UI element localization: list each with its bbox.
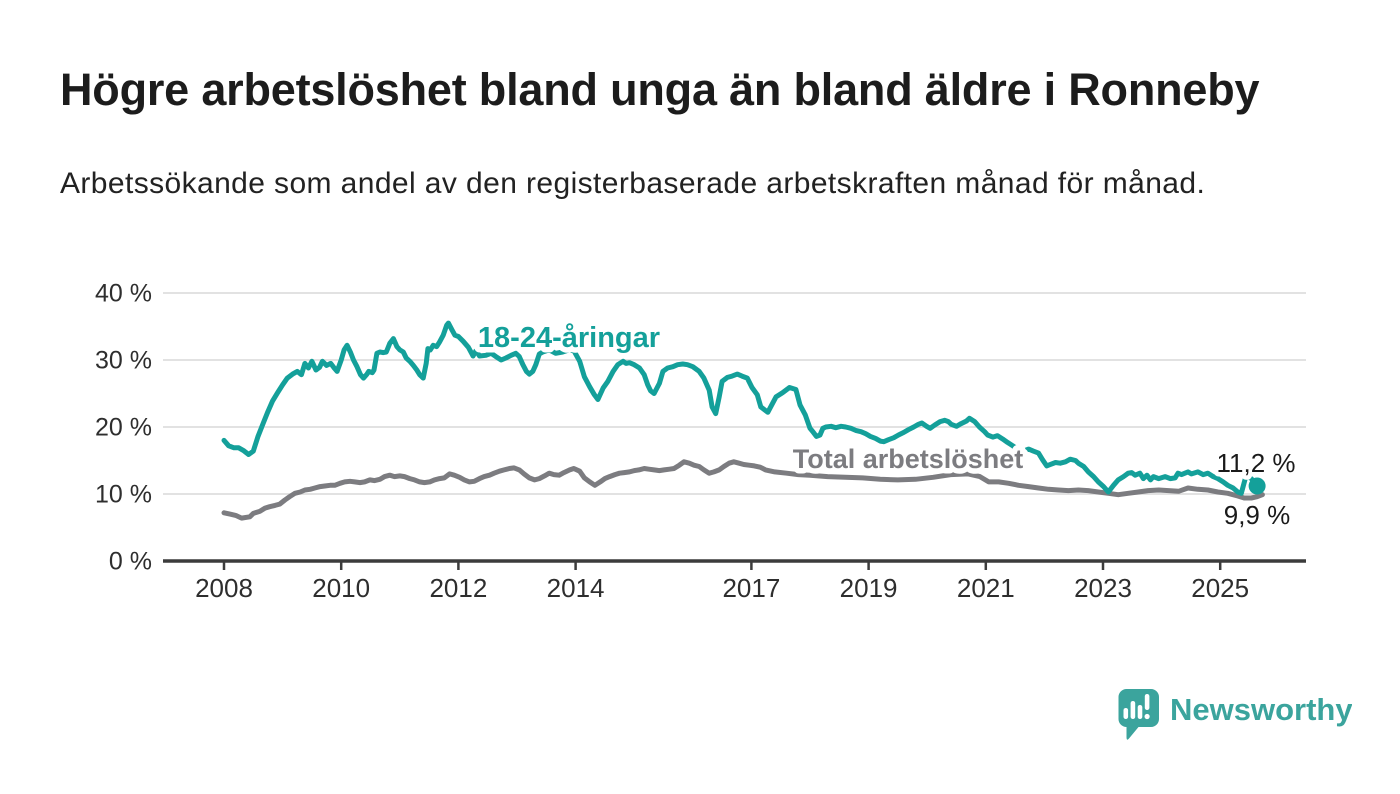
x-tick-label-2021: 2021 xyxy=(957,573,1015,603)
end-value-label-1: 9,9 % xyxy=(1224,500,1291,530)
x-tick-label-2014: 2014 xyxy=(547,573,605,603)
x-tick-label-2023: 2023 xyxy=(1074,573,1132,603)
x-tick-label-2008: 2008 xyxy=(195,573,253,603)
exclamation-dot xyxy=(1144,713,1150,720)
exclamation-bar xyxy=(1144,694,1150,710)
series-label-1: Total arbetslöshet xyxy=(793,444,1024,474)
series-line-total-arbetsl-shet xyxy=(221,459,1265,521)
y-tick-label-10: 10 % xyxy=(95,481,152,509)
x-tick-label-2025: 2025 xyxy=(1191,573,1249,603)
y-tick-label-20: 20 % xyxy=(95,414,152,442)
newsworthy-logo: Newsworthy xyxy=(1112,686,1352,748)
x-tick-label-2017: 2017 xyxy=(722,573,780,603)
series-end-dot xyxy=(1248,477,1266,495)
y-tick-label-0: 0 % xyxy=(109,548,152,576)
y-tick-label-30: 30 % xyxy=(95,347,152,375)
x-tick-label-2012: 2012 xyxy=(429,573,487,603)
page-title: Högre arbetslöshet bland unga än bland ä… xyxy=(60,64,1260,115)
x-tick-label-2019: 2019 xyxy=(840,573,898,603)
series-label-0: 18-24-åringar xyxy=(478,322,660,354)
end-value-label-0: 11,2 % xyxy=(1216,448,1295,478)
bar-chart-glyph xyxy=(1123,694,1150,720)
newsworthy-wordmark: Newsworthy xyxy=(1170,692,1352,727)
chart-subtitle: Arbetssökande som andel av den registerb… xyxy=(60,167,1206,200)
x-tick-label-2010: 2010 xyxy=(312,573,370,603)
newsworthy-bubble-icon xyxy=(1118,689,1159,740)
y-tick-label-40: 40 % xyxy=(95,280,152,308)
series-line-18-24-ringar xyxy=(221,320,1260,496)
